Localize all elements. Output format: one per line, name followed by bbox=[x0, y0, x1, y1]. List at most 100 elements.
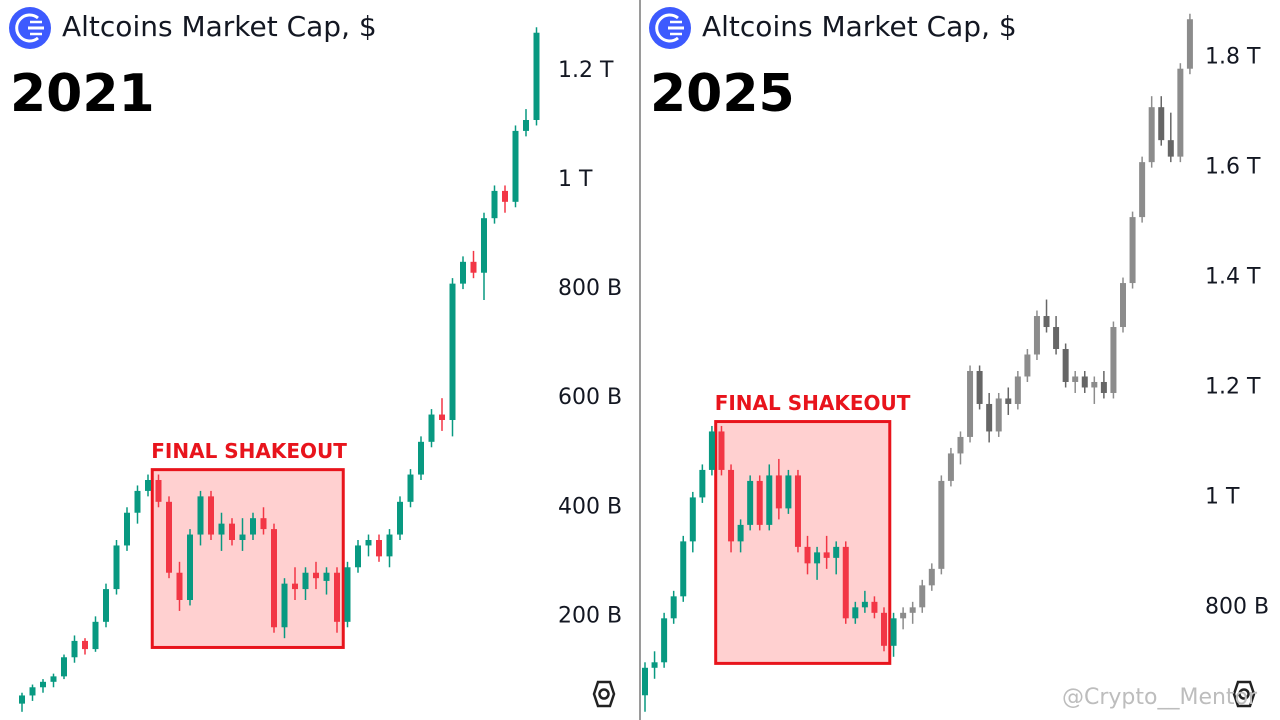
candle-body bbox=[218, 523, 225, 535]
candle-body bbox=[689, 497, 696, 542]
settings-icon[interactable] bbox=[592, 680, 616, 708]
chart-title: Altcoins Market Cap, $ bbox=[62, 10, 377, 43]
candle-body bbox=[470, 261, 477, 273]
candle-body bbox=[995, 398, 1002, 432]
candle-body bbox=[302, 572, 309, 590]
candle-body bbox=[661, 618, 668, 663]
y-tick-label: 200 B bbox=[558, 603, 622, 628]
candle-body bbox=[670, 596, 677, 619]
candle-body bbox=[92, 621, 99, 650]
candle-body bbox=[376, 540, 382, 557]
candle-body bbox=[439, 414, 445, 420]
candle-body bbox=[292, 583, 298, 590]
candle-body bbox=[852, 607, 859, 619]
candle-body bbox=[680, 541, 687, 597]
candle-body bbox=[766, 475, 773, 525]
candle-body bbox=[145, 480, 151, 491]
candle-body bbox=[533, 32, 540, 120]
settings-icon[interactable] bbox=[1232, 680, 1256, 708]
candle-body bbox=[323, 572, 330, 581]
candle-body bbox=[651, 662, 658, 668]
candle-body bbox=[460, 261, 466, 284]
candle-body bbox=[1129, 217, 1136, 284]
candle-body bbox=[785, 475, 792, 509]
candle-body bbox=[881, 612, 887, 646]
candle-body bbox=[491, 190, 498, 219]
candle-body bbox=[103, 589, 109, 622]
y-tick-label: 1 T bbox=[558, 167, 593, 192]
candle-body bbox=[871, 601, 878, 613]
candle-body bbox=[397, 501, 403, 535]
candle-body bbox=[642, 667, 648, 696]
candle-body bbox=[155, 480, 162, 502]
candle-body bbox=[1062, 349, 1069, 382]
candle-body bbox=[1043, 316, 1050, 328]
y-tick-label: 1.8 T bbox=[1205, 45, 1261, 70]
candle-body bbox=[71, 640, 78, 658]
candle-body bbox=[775, 475, 782, 509]
candle-body bbox=[957, 436, 964, 454]
y-tick-label: 600 B bbox=[558, 385, 622, 410]
annotation-label: FINAL SHAKEOUT bbox=[151, 439, 347, 463]
candle-body bbox=[1167, 140, 1174, 157]
candle-body bbox=[365, 540, 372, 546]
candle-body bbox=[967, 370, 974, 437]
candle-body bbox=[747, 480, 754, 525]
candle-body bbox=[1053, 327, 1060, 350]
candle-body bbox=[239, 534, 246, 540]
candle-body bbox=[986, 403, 993, 432]
candle-body bbox=[1014, 376, 1021, 404]
candle-body bbox=[1120, 283, 1126, 328]
candle-body bbox=[909, 607, 916, 613]
candle-body bbox=[900, 612, 907, 619]
candle-body bbox=[861, 601, 868, 608]
candle-body bbox=[386, 534, 393, 557]
shakeout-box bbox=[150, 468, 345, 649]
candle-body bbox=[1091, 381, 1098, 388]
candle-body bbox=[512, 130, 519, 202]
candle-body bbox=[134, 490, 141, 513]
candle-body bbox=[344, 567, 351, 622]
candle-body bbox=[756, 480, 763, 525]
candle-body bbox=[1110, 327, 1117, 393]
candle-body bbox=[166, 501, 172, 573]
candle-body bbox=[833, 546, 840, 558]
candle-body bbox=[938, 480, 945, 569]
y-tick-label: 1 T bbox=[1205, 484, 1240, 509]
candle-body bbox=[823, 552, 830, 558]
candle-body bbox=[842, 546, 849, 619]
candle-body bbox=[502, 190, 508, 202]
candle-body bbox=[176, 572, 183, 600]
candle-body bbox=[40, 681, 46, 688]
candle-body bbox=[1186, 19, 1193, 69]
candle-body bbox=[271, 529, 277, 628]
candle-body bbox=[708, 431, 715, 470]
candle-body bbox=[208, 496, 214, 535]
y-tick-label: 800 B bbox=[558, 276, 622, 301]
candle-body bbox=[82, 640, 88, 650]
candle-body bbox=[197, 496, 204, 535]
watermark: @Crypto__Mentor bbox=[1062, 685, 1258, 710]
candle-body bbox=[1148, 107, 1155, 163]
candle-body bbox=[355, 545, 361, 568]
candle-body bbox=[50, 676, 57, 682]
candle-body bbox=[1033, 316, 1040, 355]
candle-body bbox=[1024, 354, 1031, 377]
chart-subtitle: 2021 bbox=[10, 64, 155, 124]
candle-body bbox=[19, 695, 25, 704]
logo bbox=[649, 7, 691, 49]
candle-body bbox=[919, 585, 926, 608]
y-tick-label: 1.4 T bbox=[1205, 265, 1261, 290]
candle-body bbox=[804, 546, 811, 564]
shakeout-box bbox=[714, 420, 892, 665]
candle-body bbox=[113, 545, 120, 590]
candle-body bbox=[1081, 376, 1088, 388]
candle-body bbox=[229, 523, 235, 540]
candle-body bbox=[1100, 381, 1107, 393]
candle-body bbox=[699, 469, 706, 498]
candle-body bbox=[737, 524, 744, 542]
candle-body bbox=[976, 370, 983, 404]
candle-body bbox=[334, 572, 340, 622]
